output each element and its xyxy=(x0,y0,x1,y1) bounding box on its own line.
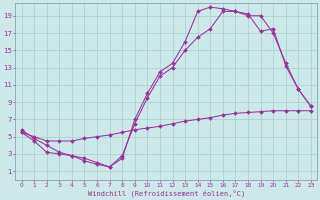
X-axis label: Windchill (Refroidissement éolien,°C): Windchill (Refroidissement éolien,°C) xyxy=(88,190,245,197)
